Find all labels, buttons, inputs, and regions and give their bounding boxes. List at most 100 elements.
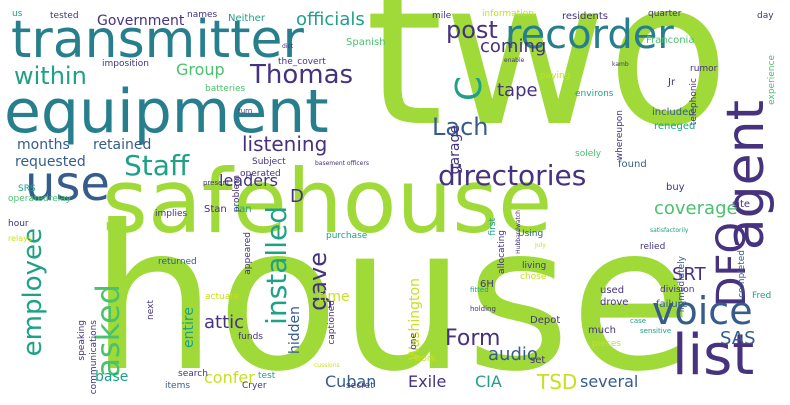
- word-problem: problem: [232, 175, 242, 213]
- word-using: Using: [518, 229, 544, 239]
- word-hour: hour: [8, 219, 29, 229]
- word-purchase: purchase: [326, 231, 368, 241]
- word-exile: Exile: [408, 372, 447, 391]
- word-fitted: fitted: [470, 286, 489, 294]
- word-completed: completed: [737, 250, 747, 298]
- word-cussions: cussions: [314, 362, 340, 369]
- word-imposition: imposition: [102, 59, 149, 69]
- word-form: Form: [445, 326, 501, 351]
- word-spanish: Spanish: [346, 37, 386, 48]
- word-c: C: [449, 76, 490, 102]
- word-franconia: Franconia: [646, 35, 695, 46]
- word-hidden: hidden: [287, 306, 303, 355]
- word-operatedrelay: operatedrelay: [8, 194, 72, 204]
- word-turn: turn: [238, 107, 253, 115]
- word-relays: relays: [8, 234, 33, 243]
- word-months: months: [17, 137, 70, 153]
- word-drove: drove: [600, 297, 629, 308]
- word-appeared: appeared: [243, 232, 253, 275]
- word-mile: mile: [432, 11, 452, 21]
- word-found: found: [618, 159, 647, 170]
- word-the-covert: the_covert: [278, 57, 326, 67]
- word-two: two: [365, 0, 730, 171]
- word-sas: SAS: [720, 328, 756, 349]
- word-post: post: [446, 16, 498, 44]
- word-tested: tested: [50, 11, 79, 21]
- word-holding: holding: [470, 305, 496, 313]
- word-included: included: [652, 107, 695, 118]
- word-requested: requested: [15, 154, 86, 170]
- word-subject: Subject: [252, 157, 286, 167]
- word-pieces: pieces: [592, 339, 621, 349]
- word-next: next: [146, 300, 156, 320]
- word-listening: listening: [242, 132, 328, 156]
- word-living: living: [522, 261, 547, 271]
- word-d: D: [290, 186, 304, 207]
- word-experience: experience: [767, 55, 777, 105]
- word-hubbardwatch: Hubbardwatch: [515, 210, 522, 254]
- word-stan: Stan: [204, 204, 227, 215]
- word-attic: attic: [204, 312, 245, 333]
- word-solely: solely: [575, 149, 602, 159]
- word-within: within: [14, 62, 87, 90]
- word-names: names: [187, 10, 218, 20]
- word-staff: Staff: [124, 149, 190, 182]
- word-list: list: [672, 323, 755, 388]
- word-thomas: Thomas: [250, 60, 354, 90]
- word-retained: retained: [93, 137, 152, 153]
- word-chose: chose: [520, 272, 547, 282]
- word-dict: dict: [282, 43, 294, 50]
- word-coverage: coverage: [654, 198, 738, 219]
- word-sensitive: sensitive: [640, 327, 672, 335]
- word-returned: returned: [158, 257, 197, 267]
- word-leaders: leaders: [219, 171, 279, 190]
- word-several: several: [580, 372, 639, 391]
- word-reneged: reneged: [654, 121, 696, 132]
- word-tsd: TSD: [537, 370, 578, 394]
- word-kamb: kamb: [612, 61, 629, 68]
- word-srt: SRT: [672, 264, 706, 285]
- word-tape: tape: [497, 80, 538, 101]
- word-confer: confer: [204, 368, 255, 387]
- word-6h: 6H: [480, 279, 494, 290]
- word-used: used: [600, 285, 625, 296]
- word-telephonic: telephonic: [689, 78, 699, 126]
- word-rumor: rumor: [690, 64, 718, 74]
- word-coming: coming: [480, 36, 547, 57]
- word-environs: environs: [575, 89, 614, 99]
- word-enable: enable: [504, 57, 525, 64]
- word-whereupon: whereupon: [615, 110, 625, 161]
- word-group: Group: [176, 60, 225, 79]
- word-cuban: Cuban: [325, 372, 377, 391]
- word-base: base: [95, 369, 129, 385]
- word-present: present: [203, 179, 230, 187]
- word-depot: Depot: [530, 315, 561, 326]
- word-officials: officials: [296, 9, 365, 30]
- word-day: day: [757, 11, 774, 21]
- word-much: much: [588, 325, 616, 336]
- word-information: information: [482, 9, 534, 19]
- word-satisfactorily: satisfactorily: [650, 227, 689, 234]
- word-transmitter: transmitter: [11, 10, 304, 70]
- word-audio: audio: [488, 344, 538, 365]
- word-house: house: [90, 183, 694, 405]
- word-equipment: equipment: [4, 77, 329, 147]
- word-implies: implies: [155, 209, 188, 219]
- word-directories: directories: [438, 159, 587, 192]
- word-safehouse: safehouse: [102, 150, 553, 253]
- word-ran: ran: [235, 204, 252, 215]
- word-case: case: [630, 317, 647, 325]
- word-jr: Jr: [668, 77, 676, 88]
- word-employee: employee: [18, 228, 48, 357]
- word-july: July: [535, 242, 546, 249]
- word-garage: garage: [447, 125, 463, 175]
- word-paying: paying: [540, 71, 571, 81]
- word-government: Government: [97, 13, 185, 29]
- word-buy: buy: [666, 182, 685, 193]
- word-allocating: allocating: [497, 230, 507, 274]
- word-relied: relied: [640, 242, 666, 252]
- word-neither: Neither: [228, 13, 265, 24]
- word-failure: failure: [656, 299, 688, 310]
- word-division: division: [660, 285, 695, 295]
